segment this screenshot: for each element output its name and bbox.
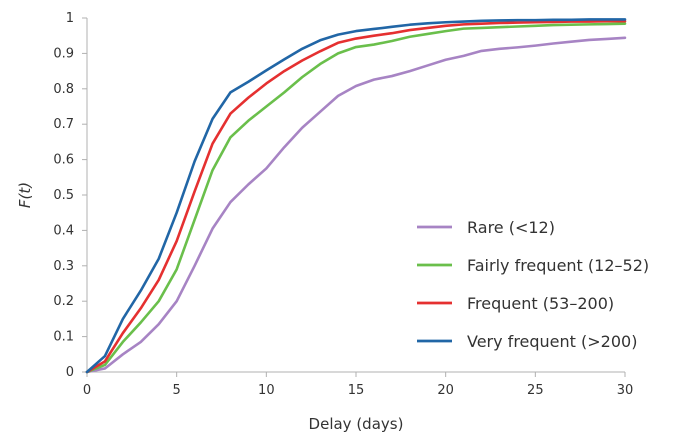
y-tick-label: 0.2	[53, 294, 74, 309]
x-tick-label: 10	[258, 383, 275, 398]
x-tick-label: 30	[617, 383, 634, 398]
legend-label: Rare (<12)	[467, 218, 555, 237]
y-tick-label: 0.8	[53, 82, 74, 97]
y-tick-label: 0.4	[53, 223, 74, 238]
y-tick-label: 0.6	[53, 153, 74, 168]
series-line-3	[85, 19, 627, 374]
y-tick-label: 1	[66, 11, 74, 26]
x-tick-label: 0	[83, 383, 91, 398]
legend-label: Fairly frequent (12–52)	[467, 256, 649, 275]
series-line-4	[85, 18, 627, 374]
x-tick-label: 5	[173, 383, 181, 398]
x-axis-title: Delay (days)	[309, 415, 404, 433]
x-tick-label: 25	[527, 383, 544, 398]
y-tick-label: 0.1	[53, 330, 74, 345]
y-tick-label: 0.9	[53, 46, 74, 61]
legend-item: Rare (<12)	[417, 218, 555, 237]
series-lines	[85, 18, 627, 374]
axes	[82, 17, 626, 377]
y-tick-label: 0.7	[53, 117, 74, 132]
series-line-2	[85, 22, 627, 374]
legend-item: Frequent (53–200)	[417, 294, 614, 313]
y-tick-label: 0.5	[53, 188, 74, 203]
y-tick-label: 0	[66, 365, 74, 380]
legend-label: Frequent (53–200)	[467, 294, 614, 313]
y-tick-label: 0.3	[53, 259, 74, 274]
y-axis-title: F(t)	[16, 182, 34, 208]
legend-item: Very frequent (>200)	[417, 332, 637, 351]
series-line-1	[85, 36, 627, 374]
x-tick-label: 15	[348, 383, 365, 398]
legend: Rare (<12) Fairly frequent (12–52) Frequen…	[417, 218, 649, 351]
x-tick-label: 20	[437, 383, 454, 398]
legend-item: Fairly frequent (12–52)	[417, 256, 649, 275]
tick-labels: 00.10.20.30.40.50.60.70.80.910 5 10 15 20 25 3…	[53, 11, 633, 398]
legend-label: Very frequent (>200)	[467, 332, 637, 351]
